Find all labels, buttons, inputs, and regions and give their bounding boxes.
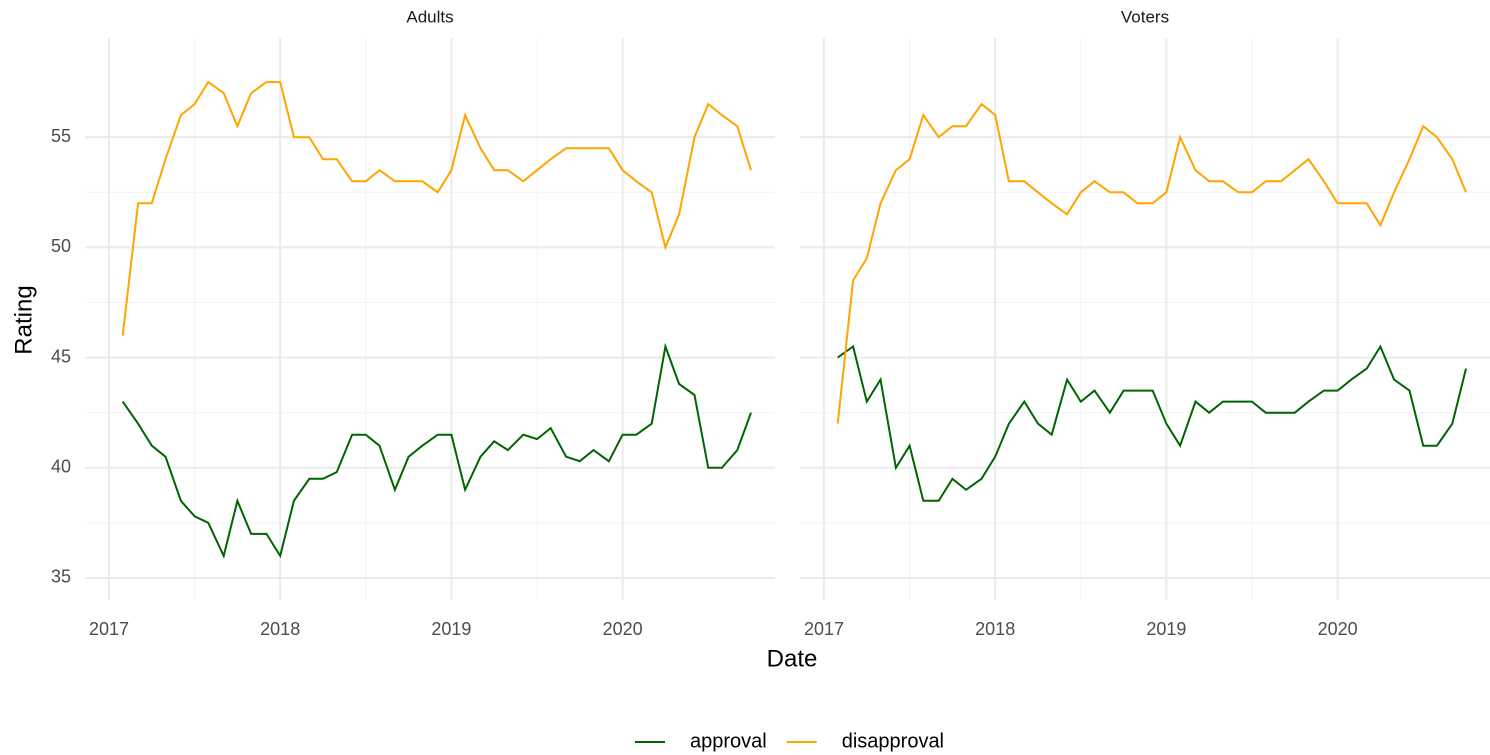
x-tick-label: 2017 <box>89 619 129 639</box>
y-tick-label: 45 <box>51 346 71 366</box>
panel-title: Voters <box>1121 7 1169 26</box>
x-axis-label: Date <box>767 645 818 672</box>
series-line <box>837 344 1467 502</box>
x-tick-label: 2018 <box>975 619 1015 639</box>
series-line <box>121 80 752 336</box>
series-line <box>121 342 752 559</box>
legend-label: disapproval <box>842 730 944 752</box>
x-tick-label: 2019 <box>431 619 471 639</box>
x-tick-label: 2019 <box>1146 619 1186 639</box>
panel-title: Adults <box>406 7 453 26</box>
series-line <box>836 102 1467 424</box>
y-tick-label: 40 <box>51 457 71 477</box>
x-tick-label: 2020 <box>1318 619 1358 639</box>
x-tick-label: 2018 <box>260 619 300 639</box>
legend-label: approval <box>690 730 767 752</box>
y-axis-label: Rating <box>10 285 37 354</box>
y-tick-label: 35 <box>51 567 71 587</box>
y-tick-label: 50 <box>51 236 71 256</box>
y-tick-label: 55 <box>51 126 71 146</box>
x-tick-label: 2020 <box>603 619 643 639</box>
x-tick-label: 2017 <box>804 619 844 639</box>
